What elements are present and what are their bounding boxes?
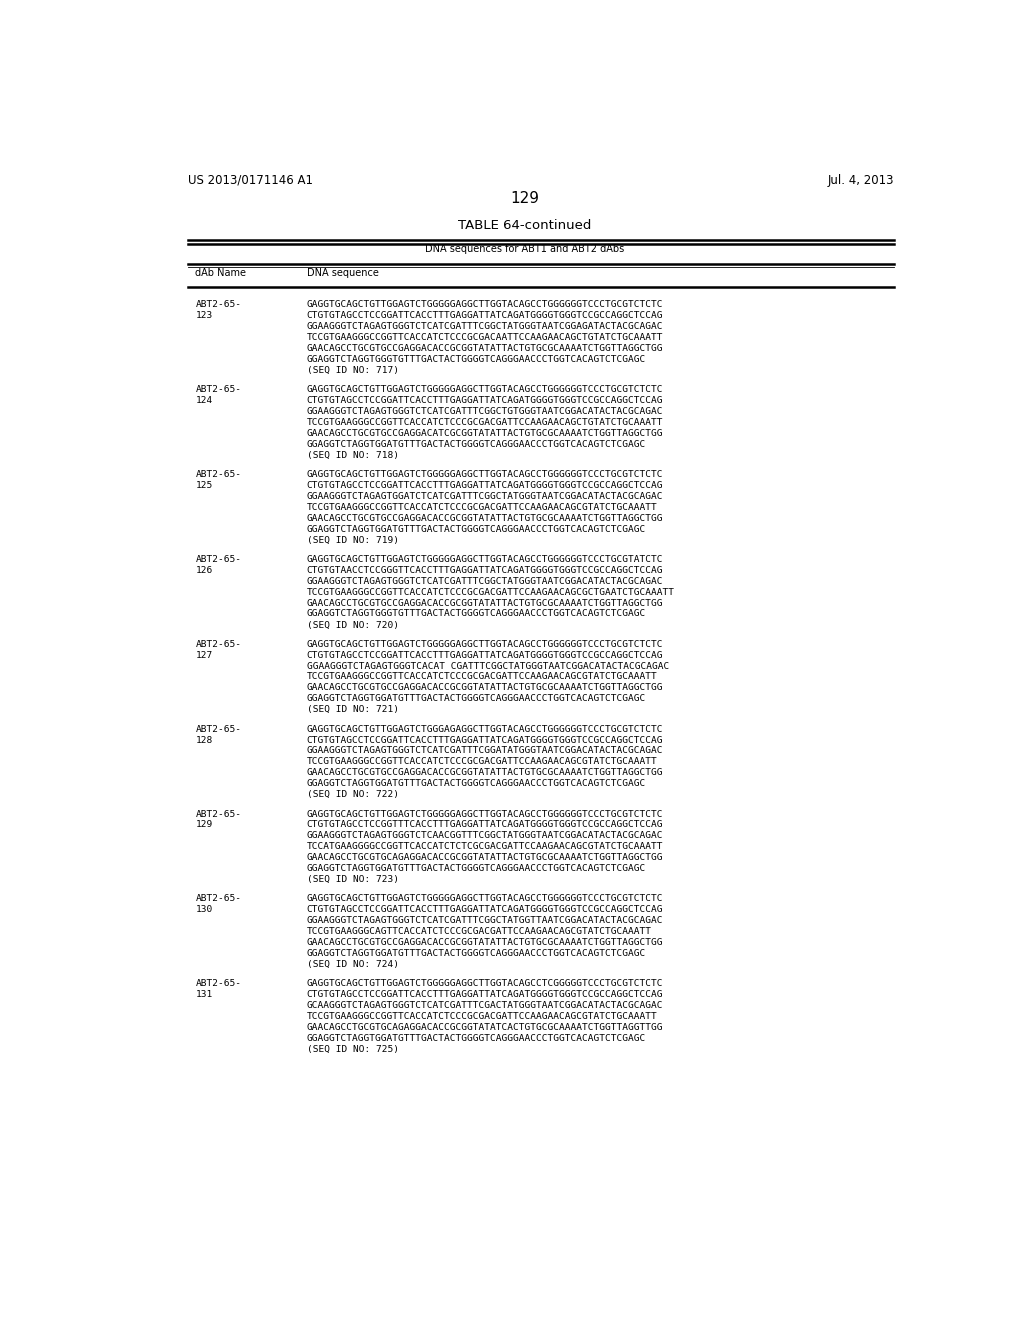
- Text: GGAAGGGTCTAGAGTGGATCTCATCGATTTCGGCTATGGGTAATCGGACATACTACGCAGAC: GGAAGGGTCTAGAGTGGATCTCATCGATTTCGGCTATGGG…: [306, 491, 664, 500]
- Text: DNA sequence: DNA sequence: [306, 268, 379, 279]
- Text: (SEQ ID NO: 717): (SEQ ID NO: 717): [306, 366, 398, 375]
- Text: TCCATGAAGGGGCCGGTTCACCATCTCTCGCGACGATTCCAAGAACAGCGTATCTGCAAATT: TCCATGAAGGGGCCGGTTCACCATCTCTCGCGACGATTCC…: [306, 842, 664, 851]
- Text: 125: 125: [196, 480, 213, 490]
- Text: GGAAGGGTCTAGAGTGGGTCTCAACGGTTTCGGCTATGGGTAATCGGACATACTACGCAGAC: GGAAGGGTCTAGAGTGGGTCTCAACGGTTTCGGCTATGGG…: [306, 832, 664, 841]
- Text: ABT2-65-: ABT2-65-: [196, 300, 242, 309]
- Text: TABLE 64-continued: TABLE 64-continued: [458, 219, 592, 231]
- Text: ABT2-65-: ABT2-65-: [196, 979, 242, 989]
- Text: ABT2-65-: ABT2-65-: [196, 809, 242, 818]
- Text: 128: 128: [196, 735, 213, 744]
- Text: GAGGTGCAGCTGTTGGAGTCTGGGAGAGGCTTGGTACAGCCTGGGGGGTCCCTGCGTCTCTC: GAGGTGCAGCTGTTGGAGTCTGGGAGAGGCTTGGTACAGC…: [306, 725, 664, 734]
- Text: 129: 129: [510, 191, 540, 206]
- Text: GGAGGTCTAGGTGGATGTTTGACTACTGGGGTCAGGGAACCCTGGTCACAGTCTCGAGC: GGAGGTCTAGGTGGATGTTTGACTACTGGGGTCAGGGAAC…: [306, 949, 646, 958]
- Text: GAGGTGCAGCTGTTGGAGTCTGGGGGAGGCTTGGTACAGCCTGGGGGGTCCCTGCGTCTCTC: GAGGTGCAGCTGTTGGAGTCTGGGGGAGGCTTGGTACAGC…: [306, 895, 664, 903]
- Text: CTGTGTAGCCTCCGGATTCACCTTTGAGGATTATCAGATGGGGTGGGTCCGCCAGGCTCCAG: CTGTGTAGCCTCCGGATTCACCTTTGAGGATTATCAGATG…: [306, 990, 664, 999]
- Text: GAACAGCCTGCGTGCCGAGGACACCGCGGTATATTACTGTGCGCAAAATCTGGTTAGGCTGG: GAACAGCCTGCGTGCCGAGGACACCGCGGTATATTACTGT…: [306, 598, 664, 607]
- Text: GGAGGTCTAGGTGGATGTTTGACTACTGGGGTCAGGGAACCCTGGTCACAGTCTCGAGC: GGAGGTCTAGGTGGATGTTTGACTACTGGGGTCAGGGAAC…: [306, 1035, 646, 1043]
- Text: Jul. 4, 2013: Jul. 4, 2013: [827, 174, 894, 187]
- Text: 126: 126: [196, 565, 213, 574]
- Text: (SEQ ID NO: 722): (SEQ ID NO: 722): [306, 791, 398, 800]
- Text: 130: 130: [196, 906, 213, 915]
- Text: (SEQ ID NO: 725): (SEQ ID NO: 725): [306, 1045, 398, 1055]
- Text: (SEQ ID NO: 720): (SEQ ID NO: 720): [306, 620, 398, 630]
- Text: GAACAGCCTGCGTGCCGAGGACACCGCGGTATATTACTGTGCGCAAAATCTGGTTAGGCTGG: GAACAGCCTGCGTGCCGAGGACACCGCGGTATATTACTGT…: [306, 684, 664, 693]
- Text: US 2013/0171146 A1: US 2013/0171146 A1: [187, 174, 312, 187]
- Text: (SEQ ID NO: 718): (SEQ ID NO: 718): [306, 450, 398, 459]
- Text: TCCGTGAAGGGCCGGTTCACCATCTCCCGCGACGATTCCAAGAACAGCGTATCTGCAAATT: TCCGTGAAGGGCCGGTTCACCATCTCCCGCGACGATTCCA…: [306, 672, 657, 681]
- Text: GGAAGGGTCTAGAGTGGGTCACAT CGATTTCGGCTATGGGTAATCGGACATACTACGCAGAC: GGAAGGGTCTAGAGTGGGTCACAT CGATTTCGGCTATGG…: [306, 661, 669, 671]
- Text: GCAAGGGTCTAGAGTGGGTCTCATCGATTTCGACTATGGGTAATCGGACATACTACGCAGAC: GCAAGGGTCTAGAGTGGGTCTCATCGATTTCGACTATGGG…: [306, 1002, 664, 1010]
- Text: ABT2-65-: ABT2-65-: [196, 725, 242, 734]
- Text: TCCGTGAAGGGCCGGTTCACCATCTCCCGCGACGATTCCAAGAACAGCGTATCTGCAAATT: TCCGTGAAGGGCCGGTTCACCATCTCCCGCGACGATTCCA…: [306, 503, 657, 512]
- Text: CTGTGTAACCTCCGGGTTCACCTTTGAGGATTATCAGATGGGGTGGGTCCGCCAGGCTCCAG: CTGTGTAACCTCCGGGTTCACCTTTGAGGATTATCAGATG…: [306, 565, 664, 574]
- Text: DNA sequences for ABT1 and ABT2 dAbs: DNA sequences for ABT1 and ABT2 dAbs: [425, 244, 625, 253]
- Text: ABT2-65-: ABT2-65-: [196, 554, 242, 564]
- Text: CTGTGTAGCCTCCGGATTCACCTTTGAGGATTATCAGATGGGGTGGGTCCGCCAGGCTCCAG: CTGTGTAGCCTCCGGATTCACCTTTGAGGATTATCAGATG…: [306, 480, 664, 490]
- Text: GAGGTGCAGCTGTTGGAGTCTGGGGGAGGCTTGGTACAGCCTGGGGGGTCCCTGCGTCTCTC: GAGGTGCAGCTGTTGGAGTCTGGGGGAGGCTTGGTACAGC…: [306, 809, 664, 818]
- Text: GAACAGCCTGCGTGCCGAGGACACCGCGGTATATTACTGTGCGCAAAATCTGGTTAGGCTGG: GAACAGCCTGCGTGCCGAGGACACCGCGGTATATTACTGT…: [306, 513, 664, 523]
- Text: GGAGGTCTAGGTGGGTGTTTGACTACTGGGGTCAGGGAACCCTGGTCACAGTCTCGAGC: GGAGGTCTAGGTGGGTGTTTGACTACTGGGGTCAGGGAAC…: [306, 355, 646, 363]
- Text: GGAGGTCTAGGTGGATGTTTGACTACTGGGGTCAGGGAACCCTGGTCACAGTCTCGAGC: GGAGGTCTAGGTGGATGTTTGACTACTGGGGTCAGGGAAC…: [306, 865, 646, 874]
- Text: GAACAGCCTGCGTGCCGAGGACACCGCGGTATATTACTGTGCGCAAAATCTGGTTAGGCTGG: GAACAGCCTGCGTGCCGAGGACACCGCGGTATATTACTGT…: [306, 343, 664, 352]
- Text: GAACAGCCTGCGTGCCGAGGACACCGCGGTATATTACTGTGCGCAAAATCTGGTTAGGCTGG: GAACAGCCTGCGTGCCGAGGACACCGCGGTATATTACTGT…: [306, 939, 664, 948]
- Text: TCCGTGAAGGGCCGGTTCACCATCTCCCGCGACGATTCCAAGAACAGCGCTGAATCTGCAAATT: TCCGTGAAGGGCCGGTTCACCATCTCCCGCGACGATTCCA…: [306, 587, 675, 597]
- Text: TCCGTGAAGGGCCGGTTCACCATCTCCCGCGACGATTCCAAGAACAGCGTATCTGCAAATT: TCCGTGAAGGGCCGGTTCACCATCTCCCGCGACGATTCCA…: [306, 1012, 657, 1022]
- Text: ABT2-65-: ABT2-65-: [196, 384, 242, 393]
- Text: GAGGTGCAGCTGTTGGAGTCTGGGGGAGGCTTGGTACAGCCTCGGGGGTCCCTGCGTCTCTC: GAGGTGCAGCTGTTGGAGTCTGGGGGAGGCTTGGTACAGC…: [306, 979, 664, 989]
- Text: (SEQ ID NO: 719): (SEQ ID NO: 719): [306, 536, 398, 544]
- Text: GAGGTGCAGCTGTTGGAGTCTGGGGGAGGCTTGGTACAGCCTGGGGGGTCCCTGCGTCTCTC: GAGGTGCAGCTGTTGGAGTCTGGGGGAGGCTTGGTACAGC…: [306, 640, 664, 648]
- Text: CTGTGTAGCCTCCGGATTCACCTTTGAGGATTATCAGATGGGGTGGGTCCGCCAGGCTCCAG: CTGTGTAGCCTCCGGATTCACCTTTGAGGATTATCAGATG…: [306, 396, 664, 405]
- Text: 127: 127: [196, 651, 213, 660]
- Text: TCCGTGAAGGGCCGGTTCACCATCTCCCGCGACGATTCCAAGAACAGCGTATCTGCAAATT: TCCGTGAAGGGCCGGTTCACCATCTCCCGCGACGATTCCA…: [306, 758, 657, 767]
- Text: CTGTGTAGCCTCCGGATTCACCTTTGAGGATTATCAGATGGGGTGGGTCCGCCAGGCTCCAG: CTGTGTAGCCTCCGGATTCACCTTTGAGGATTATCAGATG…: [306, 735, 664, 744]
- Text: GGAGGTCTAGGTGGATGTTTGACTACTGGGGTCAGGGAACCCTGGTCACAGTCTCGAGC: GGAGGTCTAGGTGGATGTTTGACTACTGGGGTCAGGGAAC…: [306, 779, 646, 788]
- Text: 131: 131: [196, 990, 213, 999]
- Text: CTGTGTAGCCTCCGGTTTCACCTTTGAGGATTATCAGATGGGGTGGGTCCGCCAGGCTCCAG: CTGTGTAGCCTCCGGTTTCACCTTTGAGGATTATCAGATG…: [306, 821, 664, 829]
- Text: GGAAGGGTCTAGAGTGGGTCTCATCGATTTCGGCTATGGGTAATCGGAGATACTACGCAGAC: GGAAGGGTCTAGAGTGGGTCTCATCGATTTCGGCTATGGG…: [306, 322, 664, 330]
- Text: GGAGGTCTAGGTGGATGTTTGACTACTGGGGTCAGGGAACCCTGGTCACAGTCTCGAGC: GGAGGTCTAGGTGGATGTTTGACTACTGGGGTCAGGGAAC…: [306, 440, 646, 449]
- Text: GGAGGTCTAGGTGGATGTTTGACTACTGGGGTCAGGGAACCCTGGTCACAGTCTCGAGC: GGAGGTCTAGGTGGATGTTTGACTACTGGGGTCAGGGAAC…: [306, 694, 646, 704]
- Text: 124: 124: [196, 396, 213, 405]
- Text: CTGTGTAGCCTCCGGATTCACCTTTGAGGATTATCAGATGGGGTGGGTCCGCCAGGCTCCAG: CTGTGTAGCCTCCGGATTCACCTTTGAGGATTATCAGATG…: [306, 651, 664, 660]
- Text: GGAAGGGTCTAGAGTGGGTCTCATCGATTTCGGCTATGGGTAATCGGACATACTACGCAGAC: GGAAGGGTCTAGAGTGGGTCTCATCGATTTCGGCTATGGG…: [306, 577, 664, 586]
- Text: TCCGTGAAGGGCAGTTCACCATCTCCCGCGACGATTCCAAGAACAGCGTATCTGCAAATT: TCCGTGAAGGGCAGTTCACCATCTCCCGCGACGATTCCAA…: [306, 928, 651, 936]
- Text: GGAAGGGTCTAGAGTGGGTCTCATCGATTTCGGATATGGGTAATCGGACATACTACGCAGAC: GGAAGGGTCTAGAGTGGGTCTCATCGATTTCGGATATGGG…: [306, 747, 664, 755]
- Text: GAACAGCCTGCGTGCAGAGGACACCGCGGTATATTACTGTGCGCAAAATCTGGTTAGGCTGG: GAACAGCCTGCGTGCAGAGGACACCGCGGTATATTACTGT…: [306, 854, 664, 862]
- Text: GAACAGCCTGCGTGCCGAGGACACCGCGGTATATTACTGTGCGCAAAATCTGGTTAGGCTGG: GAACAGCCTGCGTGCCGAGGACACCGCGGTATATTACTGT…: [306, 768, 664, 777]
- Text: (SEQ ID NO: 724): (SEQ ID NO: 724): [306, 961, 398, 969]
- Text: GAACAGCCTGCGTGCAGAGGACACCGCGGTATATCACTGTGCGCAAAATCTGGTTAGGTTGG: GAACAGCCTGCGTGCAGAGGACACCGCGGTATATCACTGT…: [306, 1023, 664, 1032]
- Text: (SEQ ID NO: 721): (SEQ ID NO: 721): [306, 705, 398, 714]
- Text: dAb Name: dAb Name: [196, 268, 247, 279]
- Text: GAGGTGCAGCTGTTGGAGTCTGGGGGAGGCTTGGTACAGCCTGGGGGGTCCCTGCGTATCTC: GAGGTGCAGCTGTTGGAGTCTGGGGGAGGCTTGGTACAGC…: [306, 554, 664, 564]
- Text: GGAGGTCTAGGTGGGTGTTTGACTACTGGGGTCAGGGAACCCTGGTCACAGTCTCGAGC: GGAGGTCTAGGTGGGTGTTTGACTACTGGGGTCAGGGAAC…: [306, 610, 646, 619]
- Text: ABT2-65-: ABT2-65-: [196, 470, 242, 479]
- Text: TCCGTGAAGGGCCGGTTCACCATCTCCCGCGACGATTCCAAGAACAGCTGTATCTGCAAATT: TCCGTGAAGGGCCGGTTCACCATCTCCCGCGACGATTCCA…: [306, 417, 664, 426]
- Text: CTGTGTAGCCTCCGGATTCACCTTTGAGGATTATCAGATGGGGTGGGTCCGCCAGGCTCCAG: CTGTGTAGCCTCCGGATTCACCTTTGAGGATTATCAGATG…: [306, 310, 664, 319]
- Text: GAGGTGCAGCTGTTGGAGTCTGGGGGAGGCTTGGTACAGCCTGGGGGGTCCCTGCGTCTCTC: GAGGTGCAGCTGTTGGAGTCTGGGGGAGGCTTGGTACAGC…: [306, 384, 664, 393]
- Text: GGAGGTCTAGGTGGATGTTTGACTACTGGGGTCAGGGAACCCTGGTCACAGTCTCGAGC: GGAGGTCTAGGTGGATGTTTGACTACTGGGGTCAGGGAAC…: [306, 524, 646, 533]
- Text: ABT2-65-: ABT2-65-: [196, 895, 242, 903]
- Text: GAGGTGCAGCTGTTGGAGTCTGGGGGAGGCTTGGTACAGCCTGGGGGGTCCCTGCGTCTCTC: GAGGTGCAGCTGTTGGAGTCTGGGGGAGGCTTGGTACAGC…: [306, 300, 664, 309]
- Text: (SEQ ID NO: 723): (SEQ ID NO: 723): [306, 875, 398, 884]
- Text: GAACAGCCTGCGTGCCGAGGACATCGCGGTATATTACTGTGCGCAAAATCTGGTTAGGCTGG: GAACAGCCTGCGTGCCGAGGACATCGCGGTATATTACTGT…: [306, 429, 664, 437]
- Text: 123: 123: [196, 310, 213, 319]
- Text: 129: 129: [196, 821, 213, 829]
- Text: CTGTGTAGCCTCCGGATTCACCTTTGAGGATTATCAGATGGGGTGGGTCCGCCAGGCTCCAG: CTGTGTAGCCTCCGGATTCACCTTTGAGGATTATCAGATG…: [306, 906, 664, 915]
- Text: GAGGTGCAGCTGTTGGAGTCTGGGGGAGGCTTGGTACAGCCTGGGGGGTCCCTGCGTCTCTC: GAGGTGCAGCTGTTGGAGTCTGGGGGAGGCTTGGTACAGC…: [306, 470, 664, 479]
- Text: TCCGTGAAGGGCCGGTTCACCATCTCCCGCGACAATTCCAAGAACAGCTGTATCTGCAAATT: TCCGTGAAGGGCCGGTTCACCATCTCCCGCGACAATTCCA…: [306, 333, 664, 342]
- Text: ABT2-65-: ABT2-65-: [196, 640, 242, 648]
- Text: GGAAGGGTCTAGAGTGGGTCTCATCGATTTCGGCTGTGGGTAATCGGACATACTACGCAGAC: GGAAGGGTCTAGAGTGGGTCTCATCGATTTCGGCTGTGGG…: [306, 407, 664, 416]
- Text: GGAAGGGTCTAGAGTGGGTCTCATCGATTTCGGCTATGGTTAATCGGACATACTACGCAGAC: GGAAGGGTCTAGAGTGGGTCTCATCGATTTCGGCTATGGT…: [306, 916, 664, 925]
